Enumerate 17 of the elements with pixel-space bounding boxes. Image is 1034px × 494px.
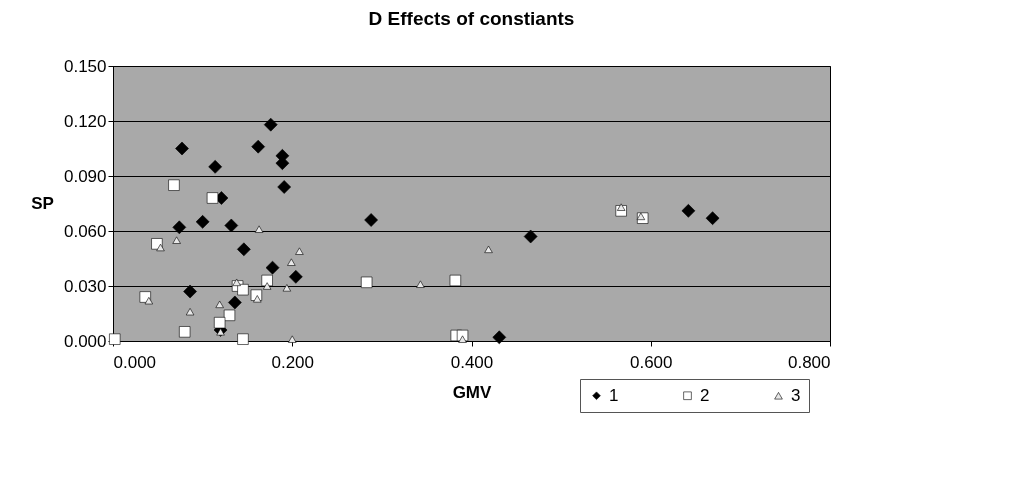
x-tick-label: 0.800 bbox=[787, 352, 831, 372]
legend-label: 3 bbox=[791, 385, 801, 405]
chart-title: D Effects of constiants bbox=[368, 8, 575, 29]
legend-label: 2 bbox=[700, 385, 710, 405]
x-tick-label: 0.200 bbox=[271, 352, 315, 372]
y-axis-title: SP bbox=[31, 194, 54, 213]
x-tick-label: 0.600 bbox=[629, 352, 673, 372]
legend-label: 1 bbox=[609, 385, 619, 405]
y-tick-label: 0.120 bbox=[63, 111, 107, 131]
y-tick-label: 0.150 bbox=[63, 56, 107, 76]
x-tick-label: 0.000 bbox=[113, 352, 157, 372]
y-tick-label: 0.030 bbox=[63, 276, 107, 296]
y-tick-label: 0.060 bbox=[63, 221, 107, 241]
y-tick-label: 0.000 bbox=[63, 331, 107, 351]
x-axis-title: GMV bbox=[452, 382, 493, 402]
y-tick-label: 0.090 bbox=[63, 166, 107, 186]
x-tick-label: 0.400 bbox=[450, 352, 494, 372]
